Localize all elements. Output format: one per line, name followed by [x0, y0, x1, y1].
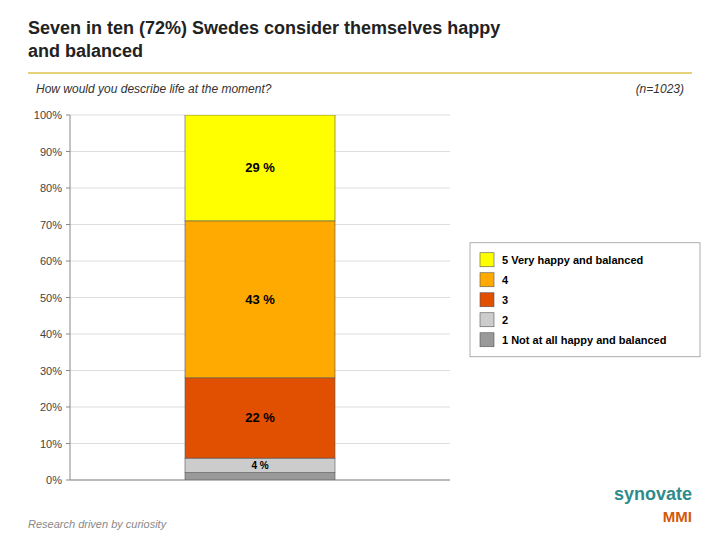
chart-root: Seven in ten (72%) Swedes consider thems…: [0, 0, 720, 540]
brand-sub: MMI: [663, 508, 692, 525]
bar-segment: [185, 115, 335, 221]
footer: Research driven by curiosity: [28, 518, 168, 530]
legend-label: 4: [502, 274, 509, 286]
tick-mark: [66, 443, 70, 444]
tick-mark: [66, 334, 70, 335]
tick-label: 30%: [40, 365, 62, 377]
bar-segment: [185, 378, 335, 458]
legend-frame: [470, 243, 700, 357]
legend-label: 2: [502, 314, 508, 326]
tick-label: 90%: [40, 146, 62, 158]
data-label: 22 %: [245, 410, 275, 425]
subtitle: How would you describe life at the momen…: [36, 82, 272, 96]
background: [0, 0, 720, 540]
tick-mark: [66, 151, 70, 152]
legend-swatch: [480, 253, 494, 267]
grid: [70, 115, 450, 480]
tick-label: 10%: [40, 438, 62, 450]
tick-label: 60%: [40, 255, 62, 267]
data-label: 43 %: [245, 292, 275, 307]
legend-swatch: [480, 273, 494, 287]
legend-label: 3: [502, 294, 508, 306]
tick-label: 70%: [40, 219, 62, 231]
brand: synovate: [614, 484, 692, 504]
tick-label: 80%: [40, 182, 62, 194]
tick-mark: [66, 407, 70, 408]
tick-mark: [66, 370, 70, 371]
legend-label: 5 Very happy and balanced: [502, 254, 643, 266]
legend-label: 1 Not at all happy and balanced: [502, 334, 666, 346]
tick-label: 40%: [40, 328, 62, 340]
sample-size: (n=1023): [636, 82, 684, 96]
separator: [28, 72, 692, 74]
data-labels: 4 % 22 % 43 % 29 %: [245, 160, 275, 470]
y-axis: 0% 10% 20% 30% 40% 50% 60% 70% 80% 90% 100%: [34, 109, 450, 486]
tick-mark: [66, 261, 70, 262]
title: Seven in ten (72%) Swedes consider thems…: [28, 18, 500, 61]
legend-swatch: [480, 333, 494, 347]
bars: [185, 115, 335, 480]
bar-segment: [185, 473, 335, 480]
legend-swatch: [480, 313, 494, 327]
legend-swatch: [480, 293, 494, 307]
tick-mark: [66, 115, 70, 116]
tick-mark: [66, 188, 70, 189]
axis-line: [70, 115, 71, 480]
tick-mark: [66, 224, 70, 225]
data-label: 4 %: [251, 460, 268, 471]
title-line: Seven in ten (72%) Swedes consider thems…: [28, 18, 500, 38]
title-line: and balanced: [28, 41, 143, 61]
data-label: 29 %: [245, 160, 275, 175]
bar-segment: [185, 221, 335, 378]
legend: 5 Very happy and balanced 4 3 2 1 Not at all…: [470, 243, 700, 357]
tick-label: 100%: [34, 109, 62, 121]
tick-mark: [66, 480, 70, 481]
tick-label: 0%: [46, 474, 62, 486]
tick-mark: [66, 297, 70, 298]
bar-segment: [185, 458, 335, 473]
tick-label: 50%: [40, 292, 62, 304]
tick-label: 20%: [40, 401, 62, 413]
